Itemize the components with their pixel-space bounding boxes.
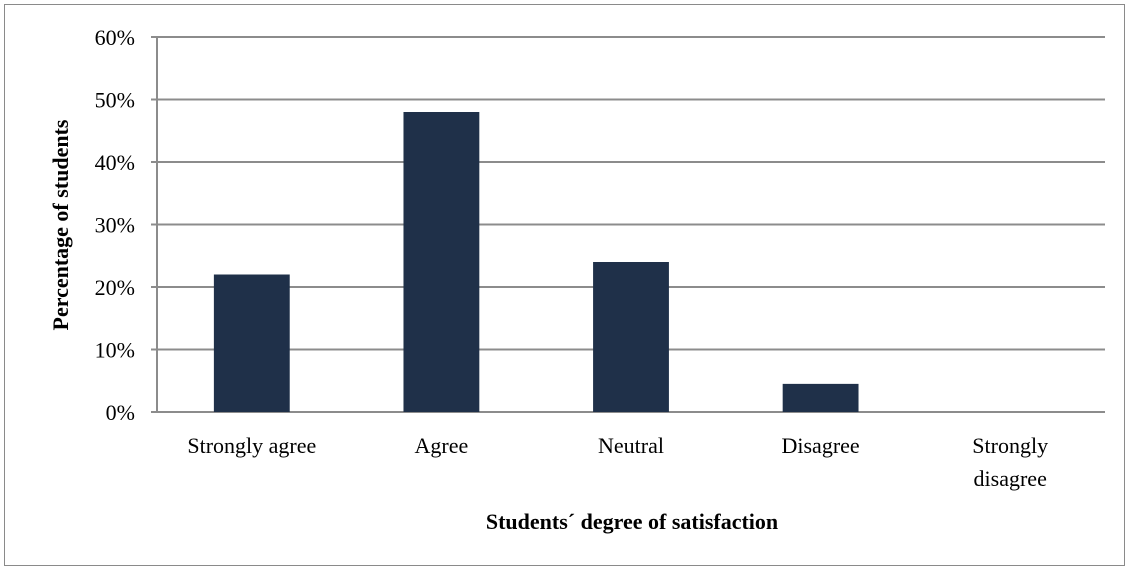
y-tick-labels: 0% 10% 20% 30% 40% 50% 60% [95,25,135,425]
x-axis-title: Students´ degree of satisfaction [486,509,778,534]
y-tick-label-40: 40% [95,150,135,175]
x-category-labels: Strongly agree Agree Neutral Disagree Strong… [187,433,1048,491]
y-tick-label-30: 30% [95,213,135,238]
bars [213,112,859,412]
gridlines [151,36,1105,413]
x-category-label-2: Neutral [598,433,664,458]
bar-1 [403,112,480,412]
bar-2 [593,262,669,412]
y-tick-label-0: 0% [106,400,135,425]
y-tick-label-60: 60% [95,25,135,50]
y-tick-label-10: 10% [95,338,135,363]
x-category-label-0: Strongly agree [187,433,316,458]
bar-0 [213,274,290,412]
bar-3 [782,383,859,412]
chart-frame [4,4,1125,566]
x-category-label-4-line-1: disagree [974,466,1047,491]
y-tick-label-20: 20% [95,275,135,300]
x-category-label-4-line-0: Strongly [972,433,1048,458]
y-tick-label-50: 50% [95,88,135,113]
x-category-label-1: Agree [415,433,469,458]
x-category-label-3: Disagree [782,433,860,458]
y-axis-title: Percentage of students [48,119,73,330]
